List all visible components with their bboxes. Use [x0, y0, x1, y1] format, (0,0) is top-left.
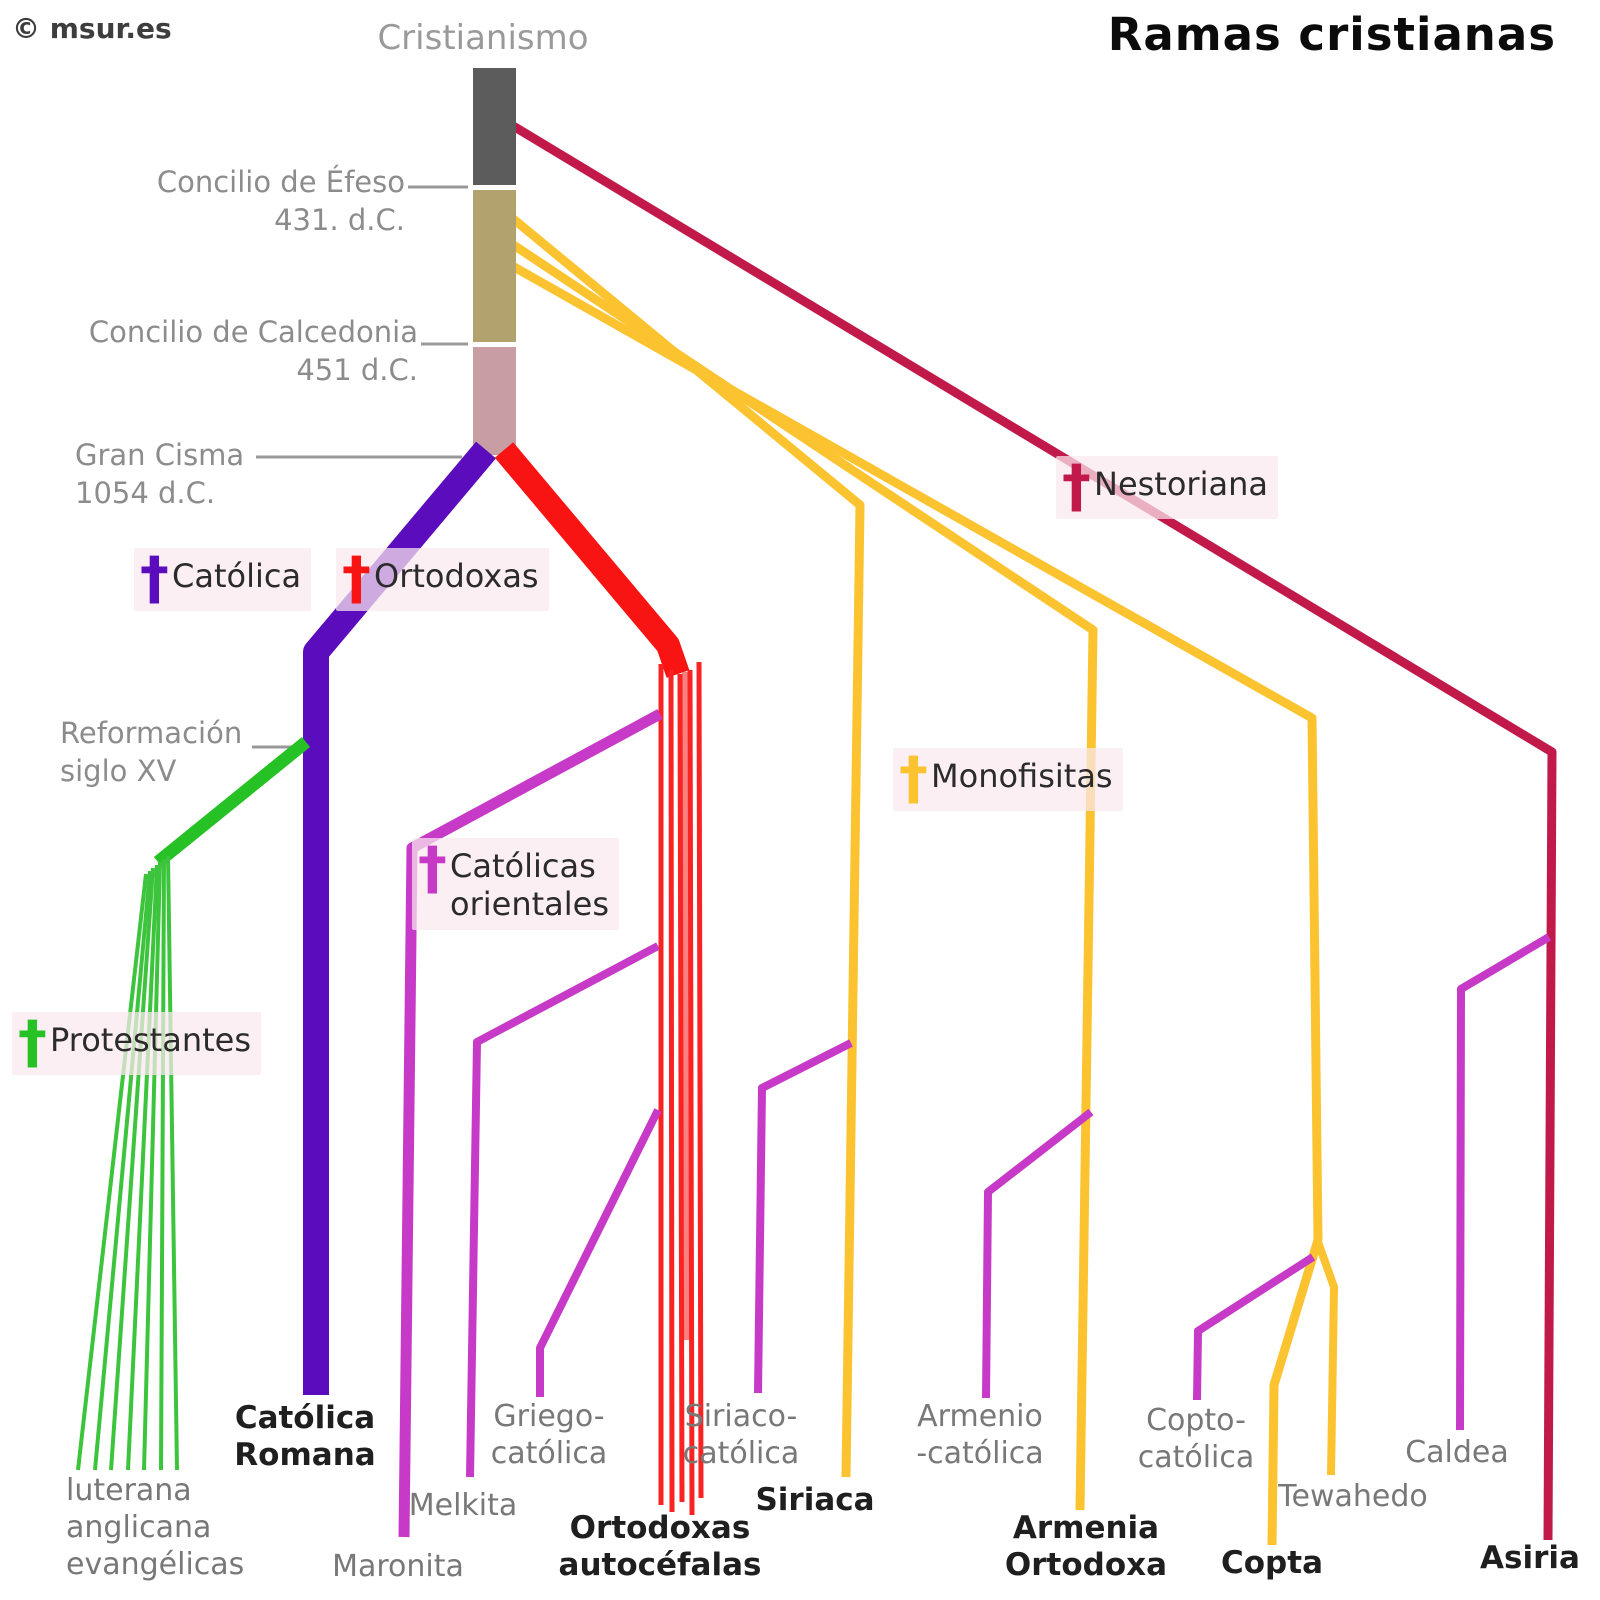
- protestantes-line: [153, 736, 311, 868]
- catolica-cross-icon: †: [140, 544, 169, 612]
- terminal-label-ortodoxas-autocefalas: Ortodoxas autocéfalas: [558, 1510, 762, 1583]
- timeline-label-calcedonia: Concilio de Calcedonia 451 d.C.: [88, 315, 418, 387]
- bar-segment-trunk-chalcedon: [473, 347, 516, 455]
- protestante-line-7: [166, 855, 179, 1471]
- ortodoxas-branch-text: Ortodoxas: [374, 557, 539, 595]
- monofisitas-branch-text: Monofisitas: [931, 757, 1113, 795]
- timeline-label-efeso: Concilio de Éfeso 431. d.C.: [156, 165, 405, 237]
- protestante-line-6: [159, 858, 166, 1471]
- root-node-label: Cristianismo: [377, 18, 589, 58]
- caldea-line: [1456, 933, 1552, 1431]
- autocefala-line-2: [668, 669, 675, 1513]
- terminal-label-griego-catolica: Griego- católica: [490, 1399, 608, 1471]
- terminal-label-catolica-romana: Católica Romana: [234, 1400, 376, 1473]
- terminal-label-siriaco-catolica: Siriaco- católica: [682, 1399, 800, 1471]
- copto-line: [1193, 1253, 1316, 1401]
- nestoriana-line: [497, 114, 1557, 1541]
- terminal-label-siriaca: Siriaca: [755, 1482, 875, 1518]
- melkita-line: [466, 942, 660, 1478]
- catolicas-orientales-cross-icon: †: [418, 834, 447, 902]
- terminal-label-protestantes-list: luterana anglicana evangélicas: [66, 1473, 245, 1582]
- branch-label-nestoriana: † Nestoriana: [1056, 452, 1278, 520]
- armenio-line: [982, 1108, 1094, 1399]
- branch-label-monofisitas: † Monofisitas: [893, 744, 1123, 812]
- branch-label-catolica: † Católica: [134, 544, 312, 612]
- monofisita-siriaca-line: [497, 204, 865, 1478]
- protestante-line-5: [142, 861, 162, 1471]
- branch-label-protestantes: † Protestantes: [12, 1008, 262, 1076]
- branch-label-ortodoxas: † Ortodoxas: [336, 544, 549, 612]
- protestante-line-2: [93, 870, 152, 1471]
- terminal-label-copta: Copta: [1221, 1545, 1323, 1581]
- protestante-line-1: [76, 873, 148, 1471]
- protestante-line-3: [109, 867, 155, 1471]
- copyright-text: © msur.es: [12, 12, 172, 45]
- monofisitas-cross-icon: †: [899, 744, 928, 812]
- terminal-label-melkita: Melkita: [408, 1488, 518, 1523]
- catolica-line: [303, 441, 496, 1395]
- terminal-label-maronita: Maronita: [332, 1549, 464, 1584]
- terminal-label-armenia-ortodoxa: Armenia Ortodoxa: [1004, 1510, 1168, 1583]
- ortodoxas-cross-icon: †: [342, 544, 371, 612]
- nestoriana-cross-icon: †: [1062, 452, 1091, 520]
- terminal-label-caldea: Caldea: [1405, 1435, 1509, 1470]
- terminal-label-tewahedo: Tewahedo: [1278, 1479, 1428, 1514]
- timeline-label-reformacion: Reformación siglo XV: [60, 716, 243, 788]
- protestantes-cross-icon: †: [18, 1008, 47, 1076]
- terminal-label-copto-catolica: Copto- católica: [1137, 1403, 1255, 1475]
- autocefala-line-5: [696, 661, 704, 1499]
- ortodoxas-line: [494, 442, 690, 678]
- siriaco-line: [754, 1039, 853, 1394]
- timeline-label-gran-cisma: Gran Cisma 1054 d.C.: [75, 438, 245, 510]
- autocefala-line-3: [677, 673, 685, 1503]
- catolica-branch-text: Católica: [172, 557, 302, 595]
- tewahedo-line: [1314, 1240, 1338, 1476]
- bar-segment-trunk-ephesus: [473, 190, 516, 342]
- bar-segment-trunk-early: [473, 68, 516, 185]
- ortodoxas-remnant-line: [682, 671, 692, 1341]
- protestantes-branch-text: Protestantes: [50, 1021, 252, 1059]
- griego-line: [536, 1108, 662, 1397]
- catolicas-orientales-branch-text: Católicas orientales: [450, 847, 609, 923]
- autocefala-line-4: [687, 669, 695, 1516]
- terminal-label-armenio-catolica: Armenio -católica: [916, 1399, 1044, 1471]
- protestante-line-4: [126, 864, 159, 1471]
- nestoriana-branch-text: Nestoriana: [1094, 465, 1268, 503]
- branch-label-catolicas-orientales: † Católicas orientales: [412, 838, 619, 930]
- monofisita-copta-line: [497, 255, 1323, 1546]
- terminal-label-asiria: Asiria: [1480, 1540, 1580, 1576]
- page-title: Ramas cristianas: [1107, 8, 1556, 61]
